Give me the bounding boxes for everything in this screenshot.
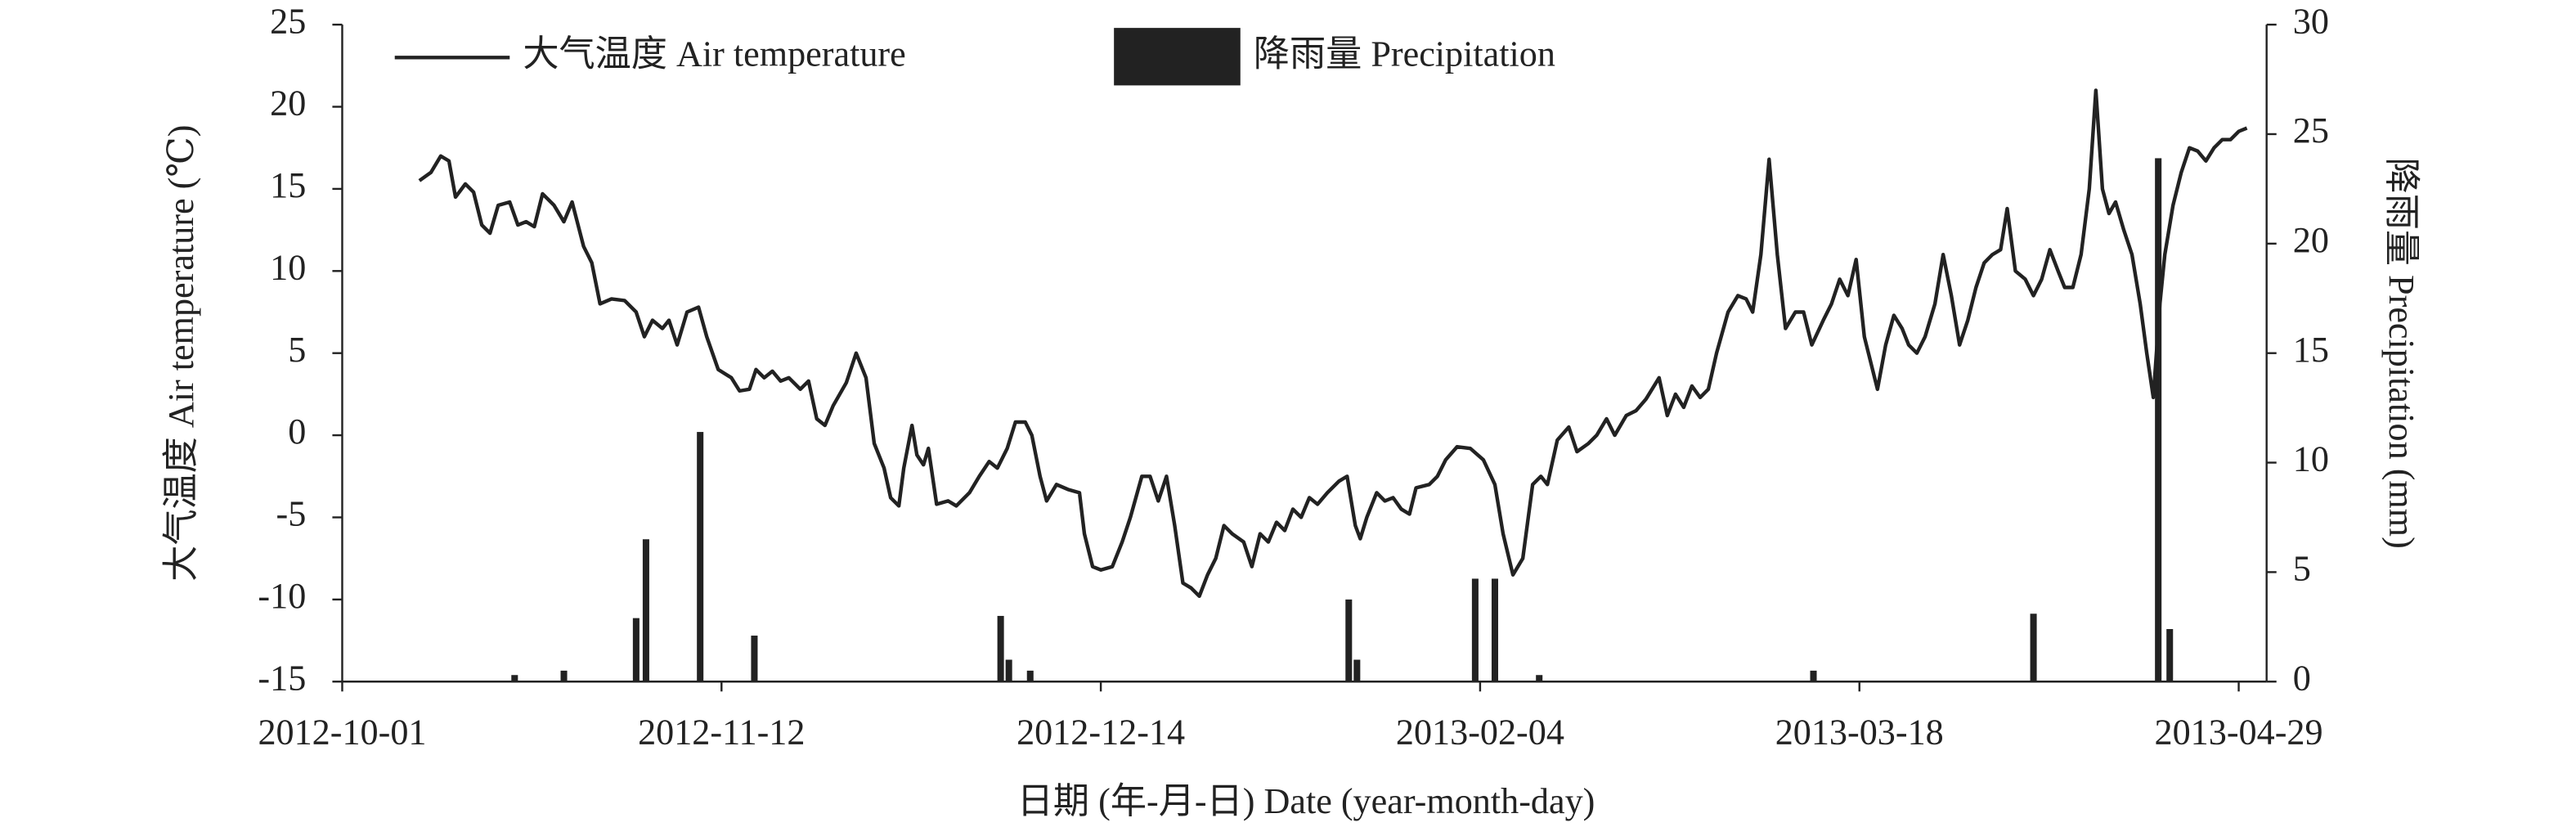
y-tick-label: 10 bbox=[270, 247, 306, 287]
y-tick-label: 0 bbox=[288, 411, 306, 452]
bar bbox=[1005, 659, 1012, 682]
bar bbox=[997, 615, 1004, 682]
y2-tick-label: 0 bbox=[2293, 658, 2311, 698]
y-tick-label: 20 bbox=[270, 83, 306, 124]
y-axis-label: 大气温度 Air temperature (℃) bbox=[161, 125, 201, 582]
legend-label: 降雨量 Precipitation bbox=[1254, 34, 1555, 74]
y-tick-label: -10 bbox=[258, 576, 306, 616]
x-axis-label: 日期 (年-月-日) Date (year-month-day) bbox=[1017, 781, 1595, 821]
x-tick-label: 2013-03-18 bbox=[1775, 712, 1944, 753]
y-tick-label: -15 bbox=[258, 658, 306, 698]
x-tick-label: 2012-12-14 bbox=[1016, 712, 1185, 753]
bar bbox=[560, 670, 568, 682]
bar bbox=[1471, 578, 1479, 682]
bar bbox=[632, 618, 640, 682]
x-tick-label: 2012-11-12 bbox=[638, 712, 805, 753]
legend-swatch bbox=[1114, 28, 1241, 86]
bar bbox=[1536, 675, 1543, 682]
y2-axis-label: 降雨量 Precipitation (mm) bbox=[2381, 158, 2421, 549]
y-tick-label: 15 bbox=[270, 165, 306, 205]
bar bbox=[751, 636, 758, 682]
bar bbox=[697, 432, 704, 682]
bar bbox=[1026, 670, 1034, 682]
bar bbox=[2155, 158, 2162, 682]
bar bbox=[1491, 578, 1499, 682]
bar bbox=[1353, 659, 1361, 682]
y2-tick-label: 25 bbox=[2293, 110, 2329, 151]
x-tick-label: 2013-04-29 bbox=[2155, 712, 2323, 753]
y2-tick-label: 30 bbox=[2293, 1, 2329, 41]
y2-tick-label: 5 bbox=[2293, 549, 2311, 589]
y2-tick-label: 20 bbox=[2293, 220, 2329, 260]
y-tick-label: 5 bbox=[288, 330, 306, 370]
x-tick-label: 2013-02-04 bbox=[1396, 712, 1564, 753]
y2-tick-label: 15 bbox=[2293, 330, 2329, 370]
bar bbox=[2166, 629, 2174, 682]
bar bbox=[1345, 599, 1353, 682]
bar bbox=[642, 539, 649, 682]
legend-label: 大气温度 Air temperature bbox=[523, 34, 905, 74]
y-tick-label: 25 bbox=[270, 1, 306, 41]
line bbox=[418, 88, 2248, 599]
x-tick-label: 2012-10-01 bbox=[258, 712, 426, 753]
y2-tick-label: 10 bbox=[2293, 439, 2329, 479]
y-tick-label: -5 bbox=[276, 494, 307, 534]
bar bbox=[2030, 614, 2037, 682]
bar bbox=[1810, 670, 1817, 682]
bar bbox=[511, 675, 518, 682]
